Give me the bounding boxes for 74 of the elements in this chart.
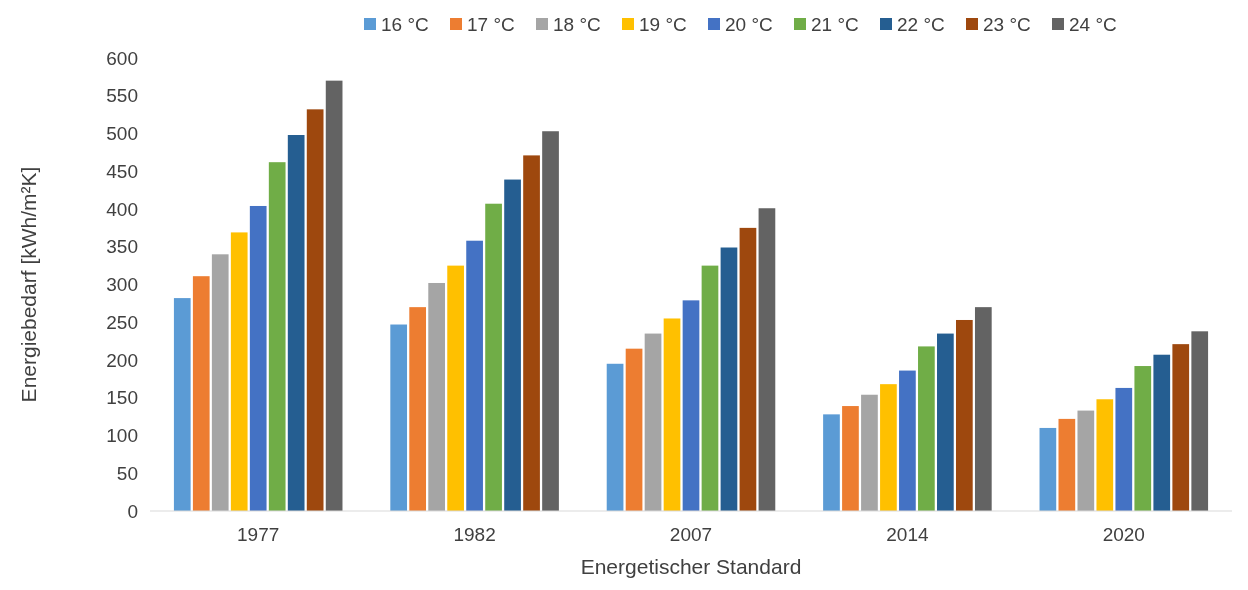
bar [606,363,624,511]
y-tick-label: 0 [127,500,138,522]
bar [861,394,878,511]
bar [758,208,776,511]
bar [918,346,935,511]
bar [937,333,954,511]
legend-label: 21 °C [811,13,859,35]
y-tick-label: 200 [106,349,138,371]
x-tick-label: 1982 [453,524,496,545]
bar [306,109,324,511]
legend-label: 17 °C [467,13,515,35]
bar [823,414,840,511]
bar [287,135,305,511]
y-tick-label: 450 [106,160,138,182]
bar [842,406,859,511]
bar [1153,354,1171,511]
legend-label: 16 °C [381,13,429,35]
legend-label: 22 °C [897,13,945,35]
bar [268,162,286,511]
bar [211,254,229,511]
bar [485,203,502,511]
legend-label: 19 °C [639,13,687,35]
bar [173,298,191,511]
bar [739,227,757,511]
legend-label: 18 °C [553,13,601,35]
x-tick-label: 2007 [669,524,713,545]
bar [249,205,267,511]
bar [1039,427,1057,511]
bar [466,240,483,511]
bar [1077,410,1095,511]
bar [1191,331,1209,511]
bar [504,179,521,511]
bar [1096,399,1114,511]
bar [880,384,897,511]
bar [523,155,540,511]
y-tick-label: 250 [106,311,138,333]
bar [325,80,343,511]
bar [542,131,559,511]
y-tick-label: 550 [106,85,138,107]
x-axis-title: Energetischer Standard [580,555,802,578]
bar [428,282,445,511]
y-tick-label: 350 [106,236,138,258]
legend-label: 20 °C [725,13,773,35]
bar [1115,387,1133,511]
bar [447,265,464,511]
bar [230,232,248,511]
bar [701,265,719,511]
x-tick-label: 2014 [886,524,929,545]
y-tick-label: 600 [106,47,138,69]
x-tick-label: 2020 [1102,524,1145,545]
bar [390,324,408,511]
bar [663,318,681,511]
x-tick-label: 1977 [237,524,280,545]
bar [956,319,973,511]
y-axis-title: Energiebedarf [kWh/m²K] [17,166,40,403]
bar [682,300,700,511]
y-tick-label: 100 [106,425,138,447]
bar [409,307,426,511]
bar [720,247,738,511]
bar [1172,344,1190,511]
legend-label: 23 °C [983,13,1031,35]
y-tick-label: 500 [106,123,138,145]
y-tick-label: 50 [116,462,138,484]
bar [899,370,916,511]
bar [192,276,210,511]
y-tick-label: 400 [106,198,138,220]
bar [1058,418,1076,511]
y-tick-label: 150 [106,387,138,409]
y-tick-label: 300 [106,274,138,296]
bar [644,333,662,511]
bar [1134,366,1152,511]
bar [625,348,643,511]
bar [974,307,992,511]
legend-label: 24 °C [1069,13,1117,35]
